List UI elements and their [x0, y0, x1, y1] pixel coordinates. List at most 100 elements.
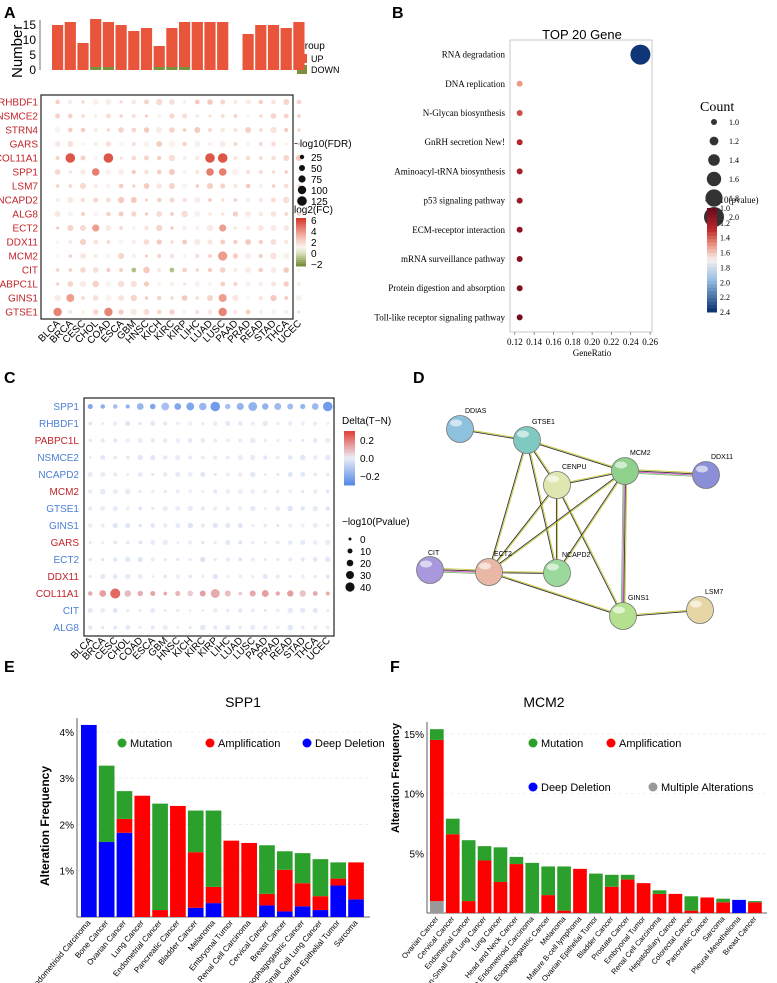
- panel-a-dot: [79, 224, 87, 232]
- panel-c-dot: [162, 539, 168, 546]
- panel-c-dot: [99, 590, 107, 597]
- panel-e-bar-amplification: [312, 896, 329, 911]
- panel-a-dot: [270, 224, 277, 232]
- panel-b-dot: [516, 110, 523, 116]
- panel-b-p-colorbar-segment: [707, 225, 717, 230]
- panel-c-dot: [137, 437, 143, 444]
- panel-a-dot: [207, 267, 213, 273]
- panel-b-term-label: Toll-like receptor signaling pathway: [374, 312, 505, 322]
- panel-b-legend-count-label: 2.0: [729, 213, 739, 222]
- panel-a-dot: [258, 183, 264, 189]
- panel-a-dot: [233, 141, 238, 147]
- panel-c-dot: [150, 523, 156, 528]
- panel-c-dot: [301, 439, 305, 442]
- panel-b-dot: [516, 168, 523, 175]
- panel-a-fc-colorbar-segment: [296, 264, 306, 267]
- panel-a-fc-colorbar-segment: [296, 262, 306, 265]
- panel-c-dot: [125, 522, 131, 529]
- panel-c-dot: [287, 471, 293, 478]
- panel-c-dot: [226, 608, 230, 613]
- panel-a-dot: [81, 142, 85, 146]
- panel-c-dot: [262, 625, 268, 630]
- panel-a-dot: [92, 224, 100, 232]
- panel-a-dot: [195, 184, 200, 188]
- panel-a-dot: [119, 114, 123, 118]
- panel-a-dot: [130, 294, 138, 302]
- panel-c-dot: [213, 438, 218, 443]
- panel-c-dot: [137, 574, 143, 579]
- panel-c-dot: [237, 454, 243, 461]
- panel-a-bar-up: [115, 25, 127, 70]
- panel-a-dot: [183, 100, 187, 104]
- panel-b-dot: [516, 226, 523, 233]
- panel-a-dot: [219, 140, 226, 148]
- panel-c-legend-p-dot: [346, 559, 354, 567]
- panel-c-dot: [149, 403, 156, 410]
- panel-d-node-label: GINS1: [628, 595, 649, 602]
- panel-f-bar-mutation: [430, 729, 444, 740]
- panel-c-legend-p-label: 30: [360, 571, 372, 582]
- panel-a-fc-colorbar-segment: [296, 236, 306, 239]
- panel-d-node-label: MCM2: [630, 450, 651, 457]
- panel-d-edge: [557, 471, 626, 574]
- panel-a-fc-colorbar-segment: [296, 246, 306, 249]
- panel-c-gene-label: PABPC1L: [35, 436, 80, 447]
- panel-f-bar-mutation: [493, 847, 508, 882]
- panel-c-dot: [210, 589, 220, 598]
- panel-d-edge: [488, 470, 625, 572]
- panel-a-dot: [105, 99, 112, 105]
- panel-b-p-tick: 1.0: [720, 204, 730, 213]
- panel-a-dot: [131, 211, 137, 217]
- panel-b-p-colorbar-segment: [707, 228, 717, 233]
- panel-a-dot: [270, 294, 277, 302]
- panel-a-dot: [284, 142, 288, 146]
- panel-a-dot: [105, 225, 112, 231]
- panel-c-legend-p-label: 10: [360, 547, 372, 558]
- panel-c-dot: [126, 472, 130, 477]
- panel-a-dot: [105, 281, 112, 287]
- panel-a-bar-up: [179, 22, 191, 67]
- panel-a-bar-up: [217, 22, 229, 70]
- panel-a-dot: [232, 253, 239, 259]
- panel-a-dot: [182, 254, 187, 258]
- panel-c-dot: [250, 624, 256, 631]
- panel-a-dot: [218, 307, 227, 317]
- panel-c-dot: [100, 506, 106, 511]
- panel-f-bar-amplification: [684, 910, 699, 913]
- panel-c-dot: [262, 420, 268, 427]
- panel-c-dot: [138, 490, 142, 493]
- panel-c-dot: [112, 505, 118, 512]
- panel-a-gene-label: RHBDF1: [0, 98, 38, 109]
- panel-a-dot: [156, 197, 162, 203]
- panel-f-legend-label: Deep Deletion: [541, 782, 611, 794]
- panel-c-dot: [188, 421, 193, 426]
- panel-c-dot: [237, 489, 243, 494]
- panel-c-gene-label: RHBDF1: [39, 419, 79, 430]
- panel-a-gene-label: GINS1: [8, 294, 38, 305]
- panel-c-dot: [138, 506, 143, 511]
- panel-c-delta-colorbar-segment: [344, 467, 355, 470]
- panel-a-dot: [195, 225, 200, 231]
- panel-a-dot: [246, 225, 251, 231]
- panel-c-dot: [100, 523, 105, 528]
- panel-c-dot: [200, 506, 205, 511]
- panel-c-dot: [212, 573, 218, 580]
- panel-d-node-highlight: [517, 430, 529, 438]
- panel-b-p-colorbar-segment: [707, 232, 717, 237]
- panel-c-dot: [288, 438, 292, 443]
- panel-a-legend-fdr-label: 50: [311, 164, 323, 175]
- panel-c-dot: [99, 488, 106, 495]
- panel-e-ytick: 3%: [60, 774, 75, 785]
- panel-c-dot: [261, 590, 269, 597]
- panel-b-xtick: 0.20: [584, 337, 600, 347]
- panel-a-dot: [195, 268, 199, 272]
- panel-a-dot: [258, 211, 264, 217]
- panel-c-dot: [312, 505, 319, 512]
- panel-a-dot: [284, 296, 289, 300]
- panel-b-xtick: 0.26: [642, 337, 658, 347]
- panel-d-edge: [489, 485, 558, 573]
- panel-a-fc-colorbar-segment: [296, 260, 306, 263]
- panel-c-dot: [287, 590, 294, 597]
- panel-c-dot: [275, 421, 280, 426]
